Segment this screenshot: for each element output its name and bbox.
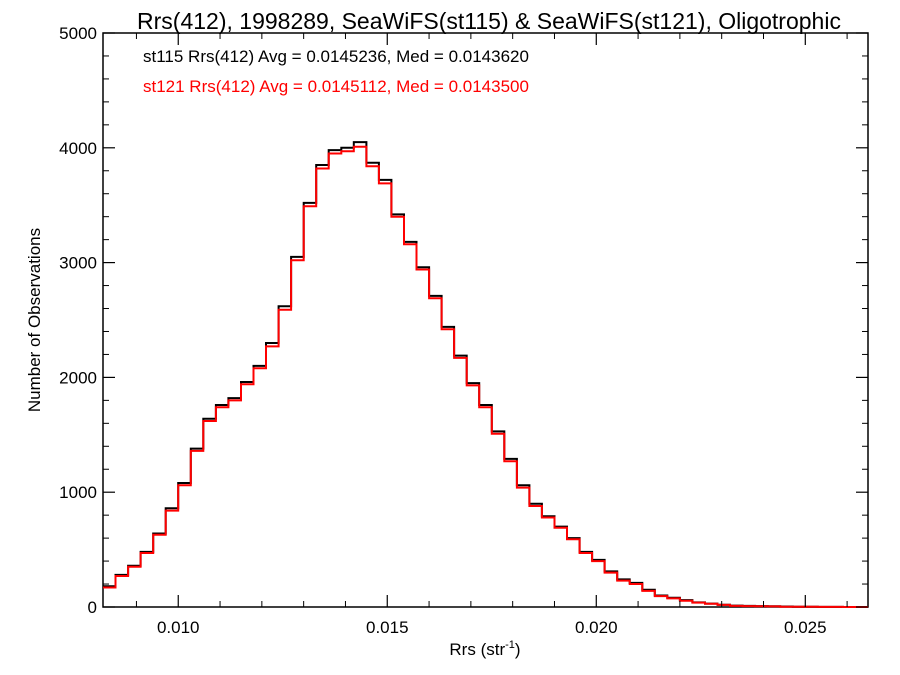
x-tick-labels: 0.010 0.015 0.020 0.025 bbox=[157, 618, 827, 637]
y-tick-label: 5000 bbox=[59, 24, 97, 43]
x-axis-label-sup: -1 bbox=[505, 639, 515, 651]
x-tick-label: 0.010 bbox=[157, 618, 200, 637]
plot-frame bbox=[102, 32, 869, 608]
series-line-1 bbox=[103, 141, 868, 608]
plot-area bbox=[102, 32, 869, 608]
x-tick-label: 0.025 bbox=[784, 618, 827, 637]
y-tick-label: 4000 bbox=[59, 139, 97, 158]
series-layer bbox=[103, 141, 868, 608]
y-axis-label: Number of Observations bbox=[25, 228, 44, 412]
annotation-st121: st121 Rrs(412) Avg = 0.0145112, Med = 0.… bbox=[143, 77, 529, 96]
y-tick-labels: 0 1000 2000 3000 4000 5000 bbox=[59, 24, 97, 617]
x-tick-label: 0.015 bbox=[366, 618, 409, 637]
x-tick-label: 0.020 bbox=[575, 618, 618, 637]
chart-title: Rrs(412), 1998289, SeaWiFS(st115) & SeaW… bbox=[137, 8, 841, 34]
y-tick-label: 3000 bbox=[59, 254, 97, 273]
x-axis-label: Rrs (str-1) bbox=[449, 639, 520, 659]
x-axis-label-main: Rrs (str bbox=[449, 640, 505, 659]
y-tick-label: 0 bbox=[88, 598, 97, 617]
y-tick-label: 2000 bbox=[59, 368, 97, 387]
y-tick-label: 1000 bbox=[59, 483, 97, 502]
x-axis-label-close: ) bbox=[515, 640, 521, 659]
annotation-st115: st115 Rrs(412) Avg = 0.0145236, Med = 0.… bbox=[143, 47, 529, 66]
tick-marks bbox=[103, 32, 868, 608]
series-line-2 bbox=[103, 145, 868, 608]
